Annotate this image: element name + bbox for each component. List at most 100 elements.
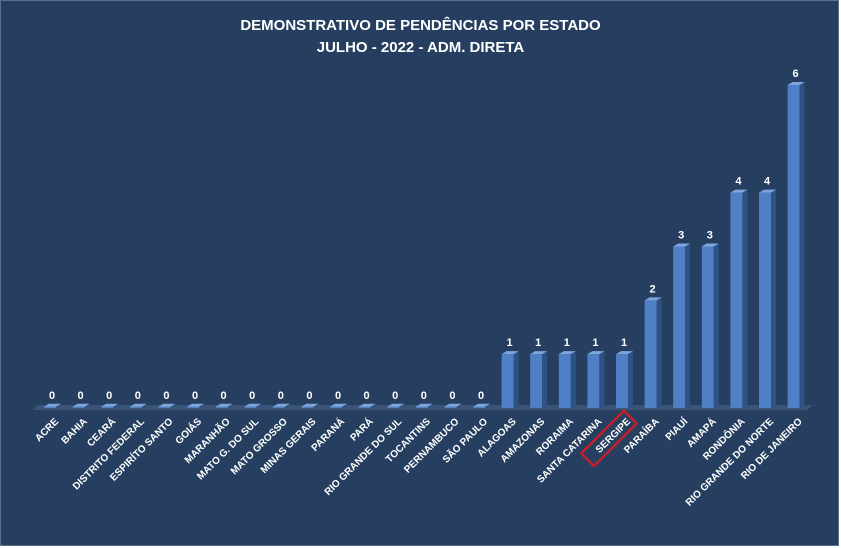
data-label: 4 (764, 176, 771, 188)
bar-top (444, 403, 462, 407)
bar-front (501, 354, 514, 408)
bar-front (616, 354, 628, 408)
bar-top (473, 403, 490, 407)
bar-side (456, 403, 462, 408)
bar-side (113, 403, 119, 408)
data-label: 0 (335, 390, 341, 402)
data-label: 0 (78, 390, 84, 402)
x-tick-label: PARÁ (347, 415, 376, 444)
bar-top (730, 189, 748, 193)
bar-side (84, 403, 90, 408)
bar-front (473, 406, 485, 408)
bar-top (272, 403, 290, 407)
data-label: 1 (535, 337, 541, 349)
data-label: 0 (135, 390, 141, 402)
bar-side (685, 243, 691, 408)
bar-rio-de-janeiro (787, 82, 805, 408)
data-label: 1 (592, 337, 598, 349)
bar-front (187, 406, 199, 408)
bar-side (399, 403, 405, 408)
bar-mato-g-do-sul (244, 403, 262, 408)
bar-side (513, 351, 519, 408)
bar-top (301, 403, 319, 407)
bar-front (730, 192, 743, 408)
bar-front (244, 406, 257, 408)
data-label: 1 (507, 337, 513, 349)
bar-amazonas (530, 351, 548, 408)
data-label: 0 (249, 390, 255, 402)
data-label: 0 (49, 390, 55, 402)
bar-side (370, 403, 376, 408)
bar-top (187, 403, 204, 407)
bar-top (587, 351, 605, 355)
bar-front (272, 406, 285, 408)
bar-mato-grosso (272, 403, 290, 408)
bar-front (759, 192, 771, 408)
bar-side (256, 403, 262, 408)
bar-front (101, 406, 114, 408)
bar-rondonia (730, 189, 748, 408)
data-label: 0 (306, 390, 312, 402)
bar-top (616, 351, 633, 355)
bar-goias (187, 403, 204, 408)
bar-side (628, 351, 633, 408)
bar-front (787, 85, 800, 408)
bar-front (644, 300, 657, 408)
bar-rio-grande-do-norte (759, 189, 776, 408)
chart-title: DEMONSTRATIVO DE PENDÊNCIAS POR ESTADO (240, 17, 601, 34)
bar-side (56, 403, 61, 408)
bar-side (542, 351, 548, 408)
bar-top (673, 243, 691, 247)
bar-rio-grande-do-sul (387, 403, 405, 408)
bar-amapa (701, 243, 719, 408)
bar-side (313, 403, 319, 408)
bar-side (170, 403, 176, 408)
bar-front (387, 406, 400, 408)
bar-front (444, 406, 457, 408)
bar-tocantins (415, 403, 433, 408)
bar-front (358, 406, 371, 408)
bar-side (799, 82, 805, 408)
bar-top (244, 403, 262, 407)
data-label: 6 (793, 68, 799, 80)
bar-paraiba (644, 297, 662, 408)
bar-maranhao (215, 403, 233, 408)
bar-front (673, 246, 686, 408)
bar-ceara (101, 403, 119, 408)
bar-front (415, 406, 428, 408)
bar-side (284, 403, 290, 408)
bar-top (330, 403, 347, 407)
bar-top (501, 351, 519, 355)
bar-front (72, 406, 85, 408)
bar-side (342, 403, 347, 408)
bar-top (158, 403, 176, 407)
bar-sao-paulo (473, 403, 490, 408)
bar-front (701, 246, 714, 408)
bar-top (101, 403, 119, 407)
data-label: 3 (678, 230, 684, 242)
bar-side (141, 403, 147, 408)
bar-side (742, 189, 748, 408)
bar-side (570, 351, 576, 408)
data-label: 0 (449, 390, 455, 402)
bar-side (427, 403, 433, 408)
data-label: 4 (735, 176, 742, 188)
bar-side (227, 403, 233, 408)
bar-front (44, 406, 56, 408)
bar-distrito-federal (129, 403, 147, 408)
bar-side (599, 351, 605, 408)
bar-top (129, 403, 147, 407)
bar-side (199, 403, 204, 408)
bar-pernambuco (444, 403, 462, 408)
bar-top (787, 82, 805, 85)
bar-top (387, 403, 405, 407)
data-label: 0 (163, 390, 169, 402)
data-label: 1 (564, 337, 570, 349)
bar-top (72, 403, 90, 407)
bar-front (301, 406, 314, 408)
bar-front (158, 406, 171, 408)
bar-front (129, 406, 142, 408)
data-label: 0 (478, 390, 484, 402)
